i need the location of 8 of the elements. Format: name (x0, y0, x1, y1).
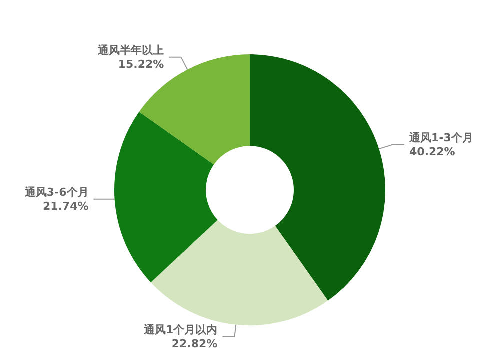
data-label: 22.82% (172, 338, 218, 350)
data-label: 15.22% (118, 58, 164, 71)
slice-label: 通风3-6个月 (24, 186, 89, 199)
slice-label: 通风1个月以内 (143, 324, 218, 336)
slice-label: 通风半年以上 (97, 44, 164, 57)
data-label: 40.22% (410, 145, 456, 158)
slice-label: 通风1-3个月 (408, 131, 474, 144)
data-label: 21.74% (42, 200, 89, 213)
